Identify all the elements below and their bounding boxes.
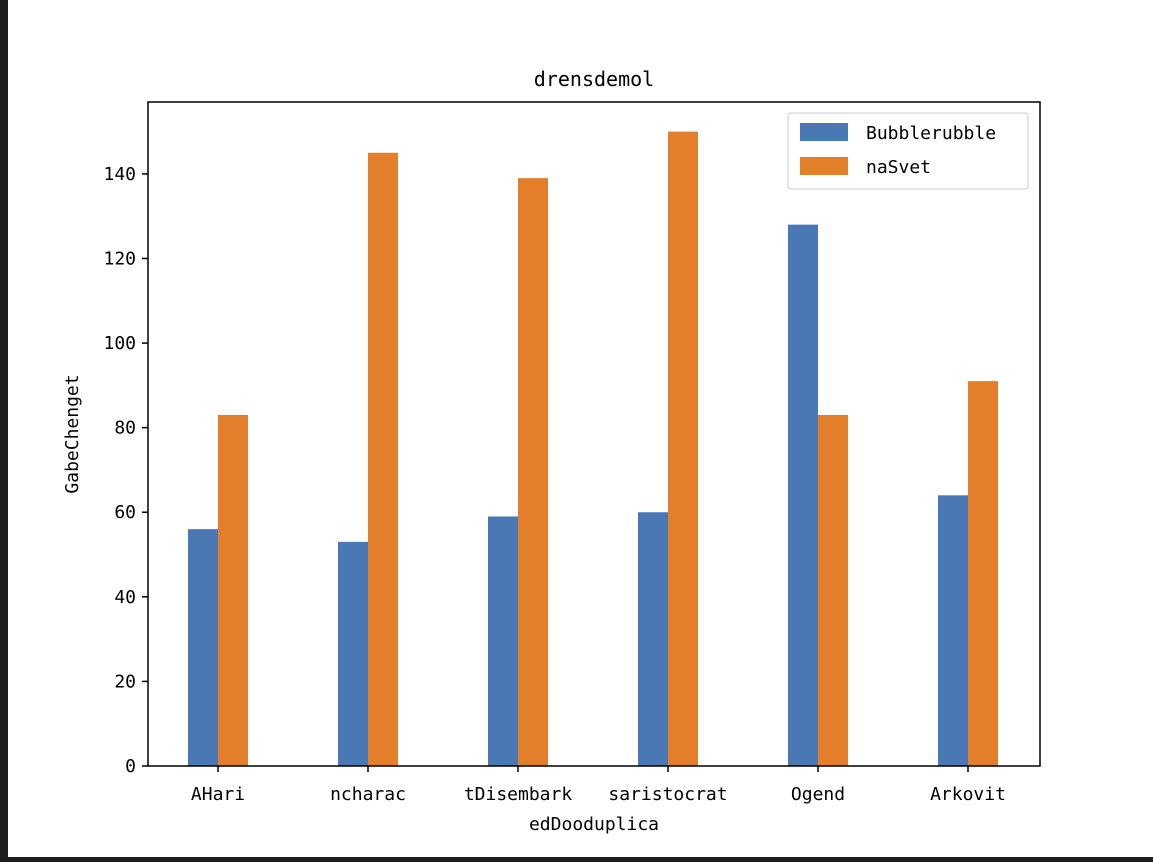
y-tick-label: 140 <box>103 164 136 185</box>
legend-swatch-Bubblerubble <box>800 123 848 141</box>
x-tick-label: tDisembark <box>464 784 573 805</box>
x-tick-label: saristocrat <box>608 784 727 805</box>
bar-naSvet-AHari <box>218 414 248 766</box>
chart-title: drensdemol <box>534 67 654 91</box>
y-tick-label: 100 <box>103 333 136 354</box>
chart-canvas: drensdemol 0 20 40 60 80 100 120 140 AHari nchar… <box>8 0 1153 857</box>
bar-naSvet-saristocrat <box>668 131 698 766</box>
legend: Bubblerubble naSvet <box>787 112 1029 190</box>
x-tick-label: Ogend <box>791 784 845 805</box>
bar-Bubblerubble-tDisembark <box>488 516 518 766</box>
legend-label-Bubblerubble: Bubblerubble <box>866 123 996 144</box>
y-tick-label: 80 <box>114 418 136 439</box>
y-tick-label: 40 <box>114 587 136 608</box>
y-tick-label: 120 <box>103 248 136 269</box>
x-tick-label: AHari <box>191 784 245 805</box>
bar-chart: drensdemol 0 20 40 60 80 100 120 140 AHari nchar… <box>62 67 1041 835</box>
y-tick-label: 0 <box>125 756 136 777</box>
x-tick-label: ncharac <box>330 784 406 805</box>
bar-Bubblerubble-ncharac <box>338 541 368 766</box>
y-axis-label: GabeChenget <box>62 374 83 493</box>
bar-naSvet-Ogend <box>818 414 848 766</box>
legend-swatch-naSvet <box>800 157 848 175</box>
y-tick-label: 20 <box>114 671 136 692</box>
bar-Bubblerubble-AHari <box>188 529 218 766</box>
plot-area-frame <box>147 101 1041 767</box>
x-axis-label: edDooduplica <box>529 814 659 835</box>
bar-naSvet-tDisembark <box>518 178 548 767</box>
bar-Bubblerubble-Arkovit <box>938 495 968 766</box>
bars-group <box>188 131 998 767</box>
y-axis: 0 20 40 60 80 100 120 140 <box>103 164 148 777</box>
x-tick-label: Arkovit <box>930 784 1006 805</box>
bar-Bubblerubble-saristocrat <box>638 512 668 766</box>
bar-naSvet-Arkovit <box>968 381 998 766</box>
bar-naSvet-ncharac <box>368 152 398 766</box>
x-axis: AHari ncharac tDisembark saristocrat Ogend Ar… <box>191 766 1006 805</box>
bar-Bubblerubble-Ogend <box>788 224 818 767</box>
y-tick-label: 60 <box>114 502 136 523</box>
legend-label-naSvet: naSvet <box>866 157 931 178</box>
